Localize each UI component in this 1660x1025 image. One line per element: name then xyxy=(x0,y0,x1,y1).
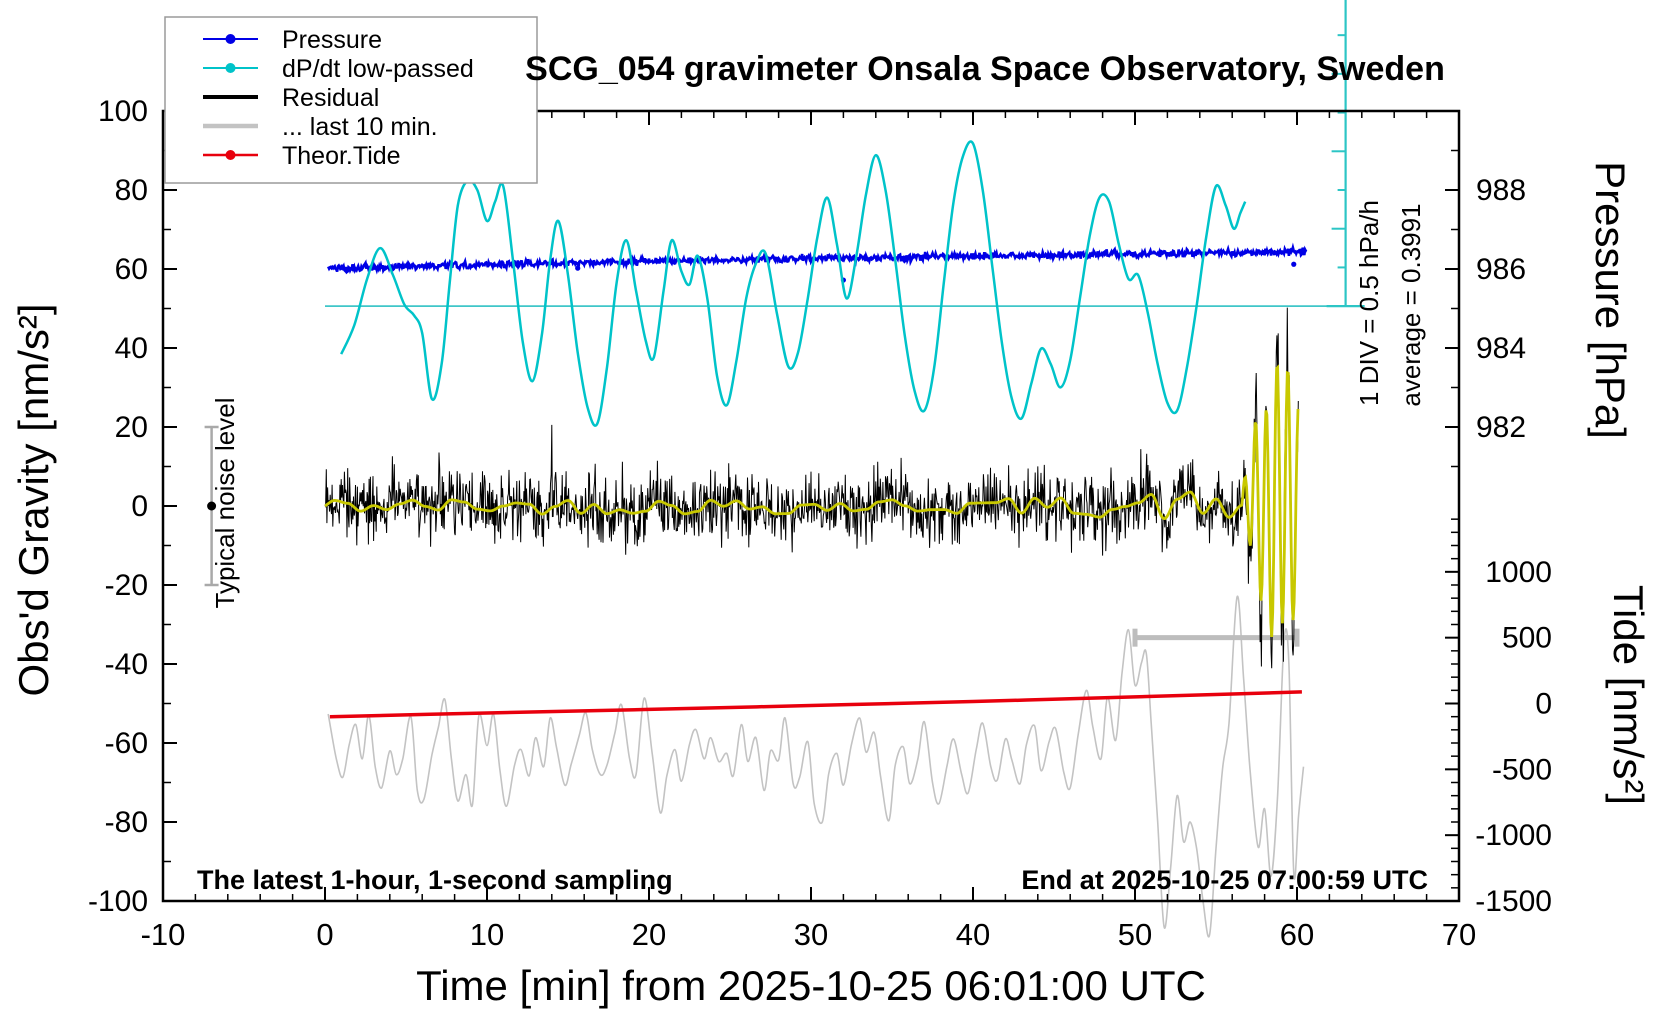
tide-tick-label: 1000 xyxy=(1485,556,1552,589)
y-tick-label: -80 xyxy=(105,806,148,839)
noise-level-label: Typical noise level xyxy=(210,398,240,609)
theor-tide-series xyxy=(329,690,1302,719)
chart-generated-layer: -10 0 10 20 30 40 50 60 70100806040200-20-40-60-… xyxy=(88,0,1552,952)
x-tick-label: 30 xyxy=(794,917,828,952)
average-annotation: average = 0.3991 xyxy=(1396,203,1426,406)
x-tick-label: 10 xyxy=(470,917,504,952)
pressure-tick-label: 982 xyxy=(1476,411,1526,444)
tide-tick-label: 500 xyxy=(1502,622,1552,655)
x-tick-label: 70 xyxy=(1442,917,1476,952)
x-tick-label: 40 xyxy=(956,917,990,952)
legend-item-label: Pressure xyxy=(282,26,382,54)
x-tick-label: -10 xyxy=(141,917,186,952)
pressure-tick-label: 986 xyxy=(1476,253,1526,286)
dpdt-scale-bar xyxy=(1326,0,1365,308)
legend-item-label: dP/dt low-passed xyxy=(282,55,474,83)
chart-title: SCG_054 gravimeter Onsala Space Observat… xyxy=(525,50,1445,88)
legend-item: Residual xyxy=(203,84,379,112)
x-axis-label: Time [min] from 2025-10-25 06:01:00 UTC xyxy=(416,962,1206,1009)
y-tick-label: 20 xyxy=(115,411,148,444)
pressure-outlier-dot xyxy=(1291,261,1297,267)
legend-marker-dot xyxy=(225,34,236,44)
y-tick-label: -100 xyxy=(88,885,148,918)
footer-end-time: End at 2025-10-25 07:00:59 UTC xyxy=(1021,865,1428,895)
y-tick-label: 40 xyxy=(115,332,148,365)
dpdt-series xyxy=(340,140,1247,427)
legend-item: dP/dt low-passed xyxy=(203,55,474,83)
legend-item-label: Theor.Tide xyxy=(282,142,401,170)
legend-item-label: Residual xyxy=(282,84,379,112)
tide-axis-label: Tide [nm/s²] xyxy=(1605,585,1652,805)
x-tick-label: 60 xyxy=(1280,917,1314,952)
tide-tick-label: -1000 xyxy=(1475,819,1552,852)
legend-item: Theor.Tide xyxy=(203,142,401,170)
legend-marker-dot xyxy=(225,150,236,160)
pressure-tick-label: 988 xyxy=(1476,174,1526,207)
legend-item: Pressure xyxy=(203,26,382,54)
x-tick-label: 50 xyxy=(1118,917,1152,952)
y-left-axis-label: Obs'd Gravity [nm/s²] xyxy=(10,303,57,696)
pressure-axis-label: Pressure [hPa] xyxy=(1587,161,1634,439)
y-tick-label: -20 xyxy=(105,569,148,602)
noise-level-dot xyxy=(207,501,217,511)
y-tick-label: 0 xyxy=(131,490,148,523)
residual-series xyxy=(324,307,1299,669)
axis-ticks: -10 0 10 20 30 40 50 60 70100806040200-20-40-60-… xyxy=(88,95,1552,952)
legend-item: ... last 10 min. xyxy=(203,113,438,141)
y-tick-label: -40 xyxy=(105,648,148,681)
pressure-tick-label: 984 xyxy=(1476,332,1526,365)
y-tick-label: 80 xyxy=(115,174,148,207)
tide-tick-label: 0 xyxy=(1535,688,1552,721)
div-scale-annotation: 1 DIV = 0.5 hPa/h xyxy=(1354,200,1384,406)
last10-bracket xyxy=(1132,628,1300,647)
pressure-series xyxy=(327,242,1308,275)
y-tick-label: -60 xyxy=(105,727,148,760)
y-tick-label: 100 xyxy=(98,95,148,128)
pressure-outlier-dot xyxy=(575,265,581,271)
noise-level-marker xyxy=(204,425,219,587)
tide-tick-label: -1500 xyxy=(1475,885,1552,918)
last10min-series xyxy=(327,595,1305,938)
y-tick-label: 60 xyxy=(115,253,148,286)
legend-item-label: ... last 10 min. xyxy=(282,113,438,141)
footer-sampling-note: The latest 1-hour, 1-second sampling xyxy=(197,865,673,895)
residual-lowpass-series xyxy=(324,364,1300,637)
tide-tick-label: -500 xyxy=(1492,753,1552,786)
legend-marker-dot xyxy=(225,63,236,73)
x-tick-label: 20 xyxy=(632,917,666,952)
x-tick-label: 0 xyxy=(316,917,333,952)
